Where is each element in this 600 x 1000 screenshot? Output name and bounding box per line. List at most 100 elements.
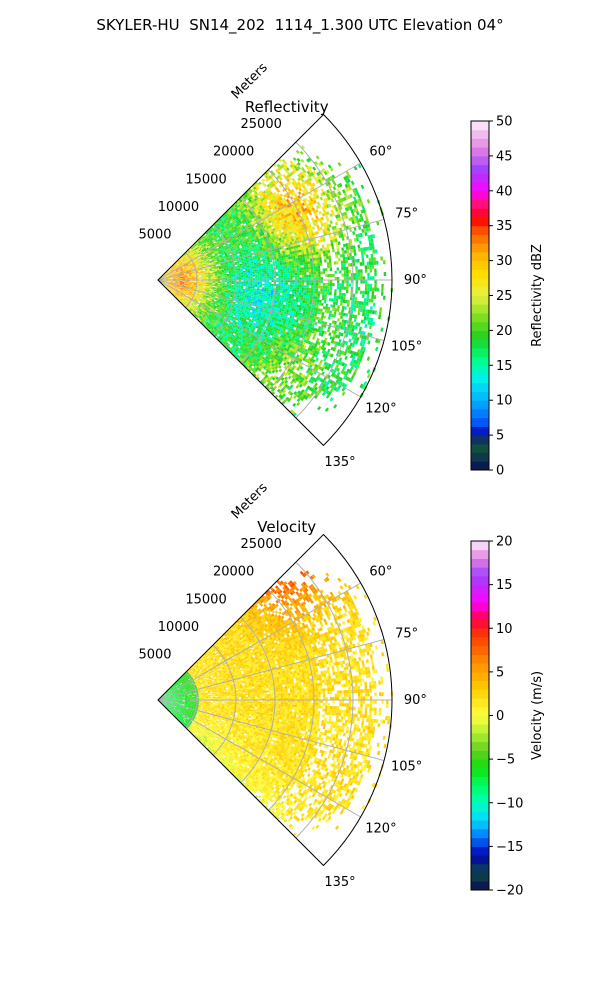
data-cell (210, 241, 214, 245)
data-cell (280, 182, 285, 187)
data-cell (352, 200, 356, 205)
data-cell (321, 168, 326, 173)
data-cell (245, 273, 248, 276)
data-cell (285, 302, 289, 306)
data-cell (304, 213, 308, 218)
data-cell (256, 193, 260, 197)
data-cell (185, 264, 189, 266)
data-cell (279, 251, 283, 254)
data-cell (231, 252, 235, 255)
data-cell (249, 189, 253, 194)
data-cell (162, 275, 165, 277)
data-cell (291, 170, 296, 175)
data-cell (327, 196, 331, 201)
data-cell (287, 291, 290, 294)
data-cell (284, 225, 288, 229)
data-cell (271, 233, 275, 236)
data-cell (171, 267, 174, 270)
data-cell (208, 243, 212, 246)
data-cell (318, 285, 321, 289)
data-cell (297, 204, 301, 209)
data-cell (256, 265, 260, 268)
data-cell (285, 252, 288, 256)
data-cell (315, 274, 319, 278)
data-cell (222, 281, 225, 283)
data-cell (294, 250, 297, 254)
data-cell (294, 270, 298, 273)
data-cell (206, 248, 210, 251)
data-cell (224, 284, 227, 287)
data-cell (303, 251, 307, 255)
data-cell (315, 180, 320, 185)
data-cell (226, 286, 230, 288)
data-cell (204, 240, 207, 244)
data-cell (246, 233, 250, 237)
data-cell (188, 264, 191, 266)
data-cell (308, 269, 312, 273)
data-cell (275, 265, 278, 268)
data-cell (334, 289, 337, 293)
data-cell (174, 272, 177, 274)
data-cell (176, 262, 179, 265)
data-cell (179, 262, 182, 265)
data-cell (182, 262, 185, 265)
data-cell (307, 209, 311, 213)
data-cell (243, 244, 247, 247)
data-cell (191, 255, 194, 258)
data-cell (295, 255, 298, 259)
data-cell (292, 157, 297, 162)
data-cell (192, 248, 195, 251)
data-cell (215, 224, 218, 228)
data-cell (287, 268, 290, 271)
data-cell (308, 205, 312, 210)
data-cell (280, 236, 284, 240)
data-cell (199, 259, 202, 262)
data-cell (216, 242, 220, 245)
data-cell (208, 281, 211, 283)
data-cell (238, 234, 242, 237)
data-cell (210, 262, 213, 264)
data-cell (363, 212, 368, 217)
data-cell (217, 224, 221, 228)
data-cell (250, 225, 254, 229)
data-cell (285, 282, 288, 285)
data-cell (283, 217, 287, 222)
data-cell (208, 247, 212, 250)
data-cell (340, 296, 344, 300)
data-cell (234, 214, 238, 218)
data-cell (287, 273, 291, 276)
data-cell (243, 272, 246, 275)
data-cell (296, 225, 300, 230)
data-cell (316, 201, 321, 206)
data-cell (291, 260, 294, 264)
data-cell (204, 254, 207, 257)
data-cell (167, 275, 171, 277)
data-cell (183, 269, 186, 271)
data-cell (276, 204, 280, 209)
data-cell (300, 174, 305, 179)
data-cell (329, 261, 332, 266)
data-cell (306, 285, 309, 288)
data-cell (161, 277, 164, 279)
data-cell (268, 287, 272, 290)
data-cell (241, 234, 245, 237)
data-cell (244, 246, 248, 249)
data-cell (253, 216, 257, 220)
data-cell (201, 257, 204, 260)
data-cell (240, 249, 244, 252)
data-cell (224, 232, 227, 235)
data-cell (174, 273, 178, 275)
data-cell (296, 267, 300, 271)
data-cell (283, 273, 286, 276)
data-cell (344, 250, 347, 254)
data-cell (244, 224, 248, 228)
data-cell (167, 275, 171, 277)
data-cell (296, 287, 300, 290)
data-cell (207, 262, 211, 264)
data-cell (240, 271, 244, 273)
data-cell (183, 256, 187, 259)
data-cell (274, 202, 279, 207)
data-cell (231, 246, 235, 249)
data-cell (340, 197, 345, 202)
data-cell (176, 270, 179, 272)
